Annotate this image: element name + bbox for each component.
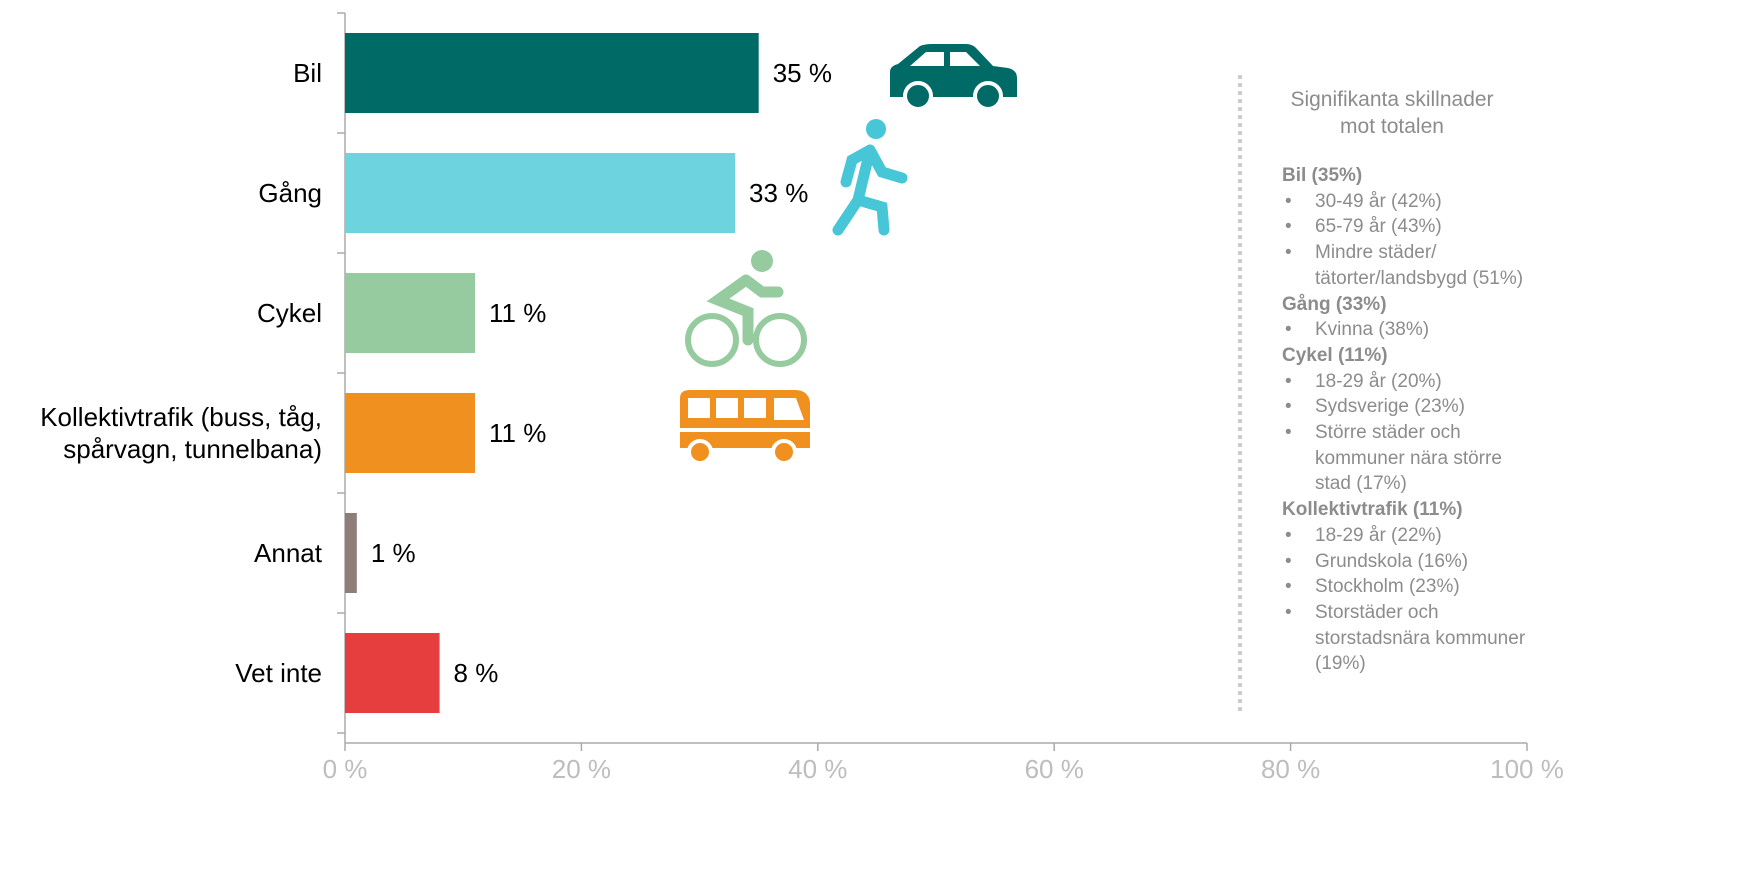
car-icon	[890, 44, 1017, 111]
x-tick-label: 100 %	[1490, 754, 1564, 784]
group-heading: Kollektivtrafik (11%)	[1282, 499, 1463, 521]
bar	[345, 513, 357, 593]
x-tick-label: 20 %	[552, 754, 611, 784]
bar	[345, 633, 440, 713]
x-tick-label: 40 %	[788, 754, 847, 784]
category-label: Annat	[254, 538, 322, 568]
group-item: 18-29 år (20%)	[1282, 369, 1582, 395]
category-label: Cykel	[256, 298, 322, 328]
category-label: Gång	[258, 178, 322, 208]
group-item: Sydsverige (23%)	[1282, 394, 1582, 420]
group-heading: Cykel (11%)	[1282, 344, 1388, 366]
group-heading: Bil (35%)	[1282, 165, 1363, 186]
category-label: Vet inte	[235, 658, 322, 688]
bar	[345, 153, 736, 233]
group-item: Grundskola (16%)	[1282, 549, 1582, 575]
group-item: 65-79 år (43%)	[1282, 214, 1582, 240]
value-label: 1 %	[371, 538, 416, 568]
x-tick-label: 60 %	[1025, 754, 1084, 784]
x-tick-label: 80 %	[1261, 754, 1320, 784]
x-tick-label: 0 %	[323, 754, 368, 784]
walker-icon	[832, 119, 908, 236]
bus-icon	[680, 390, 810, 465]
value-label: 11 %	[489, 298, 546, 328]
category-label: Bil	[293, 58, 322, 88]
group-item: Kvinna (38%)	[1282, 317, 1582, 343]
panel-title: Signifikanta skillnader mot totalen	[1290, 88, 1494, 138]
value-label: 33 %	[749, 178, 808, 208]
group-heading: Gång (33%)	[1282, 293, 1387, 315]
value-label: 8 %	[454, 658, 499, 688]
group-item: Mindre städer/ tätorter/landsbygd (51%)	[1282, 240, 1582, 291]
group-item: Större städer och kommuner nära större s…	[1282, 420, 1582, 497]
value-label: 11 %	[489, 418, 546, 448]
bike-icon	[685, 250, 807, 367]
bar	[345, 33, 759, 113]
value-label: 35 %	[773, 58, 832, 88]
group-item: 18-29 år (22%)	[1282, 523, 1582, 549]
bar	[345, 393, 476, 473]
panel: Bil (35%) 30-49 år (42%)65-79 år (43%)Min…	[1282, 163, 1582, 677]
category-label: Kollektivtrafik (buss, tåg, spårvagn, tu…	[40, 402, 322, 464]
group-item: Stockholm (23%)	[1282, 574, 1582, 600]
bar	[345, 273, 476, 353]
group-item: Storstäder och storstadsnära kommuner (1…	[1282, 600, 1582, 677]
group-item: 30-49 år (42%)	[1282, 189, 1582, 215]
